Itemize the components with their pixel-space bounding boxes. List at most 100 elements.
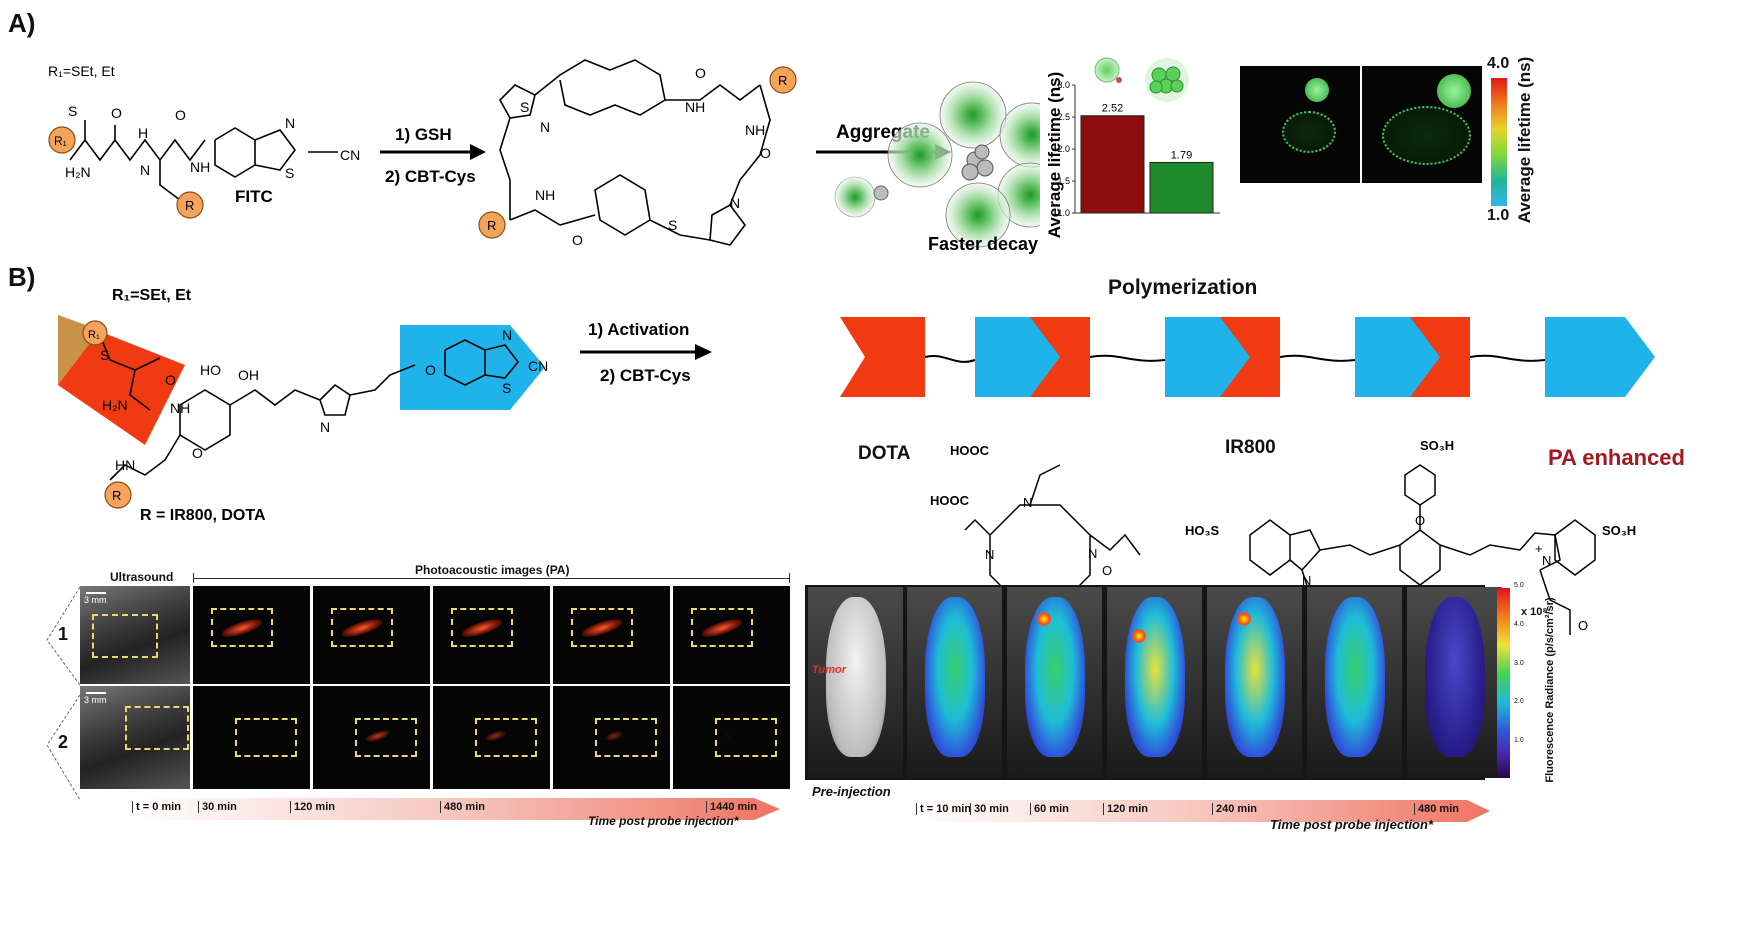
pa-image-r2-c3 (433, 686, 550, 789)
step-cbt-cys: 2) CBT-Cys (385, 167, 476, 186)
n-atom-m1: N (540, 119, 550, 135)
dota-n4: N (1088, 546, 1097, 561)
mouse-image-1 (808, 587, 903, 778)
fl-tick-label: 4.0 (1514, 621, 1524, 628)
fl-tick-label: 1.0 (1514, 737, 1524, 744)
pa-image-r2-c5 (673, 686, 790, 789)
row-1-label: 1 (58, 624, 69, 644)
r1-atom: R₁ (54, 134, 67, 148)
fl-time-label: 30 min (970, 803, 1009, 815)
pa-time-label: 30 min (198, 801, 237, 813)
ir800-o: O (1415, 513, 1425, 528)
fl-time-label: 60 min (1030, 803, 1069, 815)
n-atom: N (140, 162, 150, 178)
y-tick-label: 2.5 (1057, 112, 1070, 122)
pa-header-line (193, 578, 790, 579)
o-atom-m2: O (760, 145, 771, 161)
fl-time-label: 480 min (1414, 803, 1459, 815)
r-atom: R (185, 198, 194, 213)
flim-image-monomer (1240, 66, 1360, 183)
bar-value-label: 1.79 (1171, 149, 1192, 161)
nh-atom: NH (190, 159, 210, 175)
pa-time-arrow (130, 798, 780, 820)
oh-atom-b: OH (238, 367, 259, 383)
panel-a-label: A) (8, 8, 36, 38)
r-atom-b: R (112, 488, 121, 503)
colorbar-label: Average lifetime (ns) (1515, 56, 1534, 224)
pa-time-label: 480 min (440, 801, 485, 813)
fl-time-label: t = 10 min (916, 803, 971, 815)
polymer-chain (840, 317, 1655, 397)
fl-scale-label: Fluorescence Radiance (p/s/cm²/sr) (1544, 597, 1556, 783)
fl-tick-label: 5.0 (1514, 582, 1524, 589)
ir800-n1: N (1302, 573, 1311, 588)
fl-axis-label: Time post probe injection* (1270, 817, 1434, 832)
fitc-label: FITC (235, 187, 273, 206)
fl-time-arrow (915, 800, 1490, 822)
fl-tick-label: 3.0 (1514, 660, 1524, 667)
pa-image-r1-c4 (553, 586, 670, 684)
r-atom-m1: R (778, 73, 787, 88)
bar-icons (1094, 57, 1189, 102)
so3h-top: SO₃H (1420, 438, 1454, 453)
n-atom-triazole: N (320, 419, 330, 435)
ultrasound-label: Ultrasound (110, 570, 174, 584)
r-atom-m2: R (487, 218, 496, 233)
fl-time-label: 240 min (1212, 803, 1257, 815)
mouse-image-3 (1007, 587, 1102, 778)
s-atom-b-thz: S (502, 380, 511, 396)
ir800-label: IR800 (1225, 437, 1276, 458)
nh-h-atom: H (138, 125, 148, 141)
step-activation: 1) Activation (588, 320, 689, 339)
ho3s-ir: HO₃S (1185, 523, 1220, 538)
o-atom-m3: O (572, 232, 583, 248)
mouse-image-6 (1307, 587, 1402, 778)
n-atom-thz: N (285, 115, 295, 131)
pa-axis-label: Time post probe injection* (588, 814, 739, 828)
cn-atom: CN (340, 147, 360, 163)
y-tick-label: 1.0 (1057, 208, 1070, 218)
ir800-n2: N (1542, 553, 1551, 568)
lifetime-bar-chart: Average lifetime (ns) 1.0 1.5 2.0 2.5 3.0 2.… (1045, 72, 1220, 239)
mouse-image-5 (1207, 587, 1302, 778)
bar-value-label: 2.52 (1102, 103, 1123, 115)
ir800-o2: O (1578, 618, 1588, 633)
ultrasound-image-2: 3 mm (80, 686, 190, 789)
step-gsh: 1) GSH (395, 125, 452, 144)
pa-time-label: t = 0 min (132, 801, 181, 813)
tumor-label: Tumor (812, 664, 847, 676)
step-cbt-cys-b: 2) CBT-Cys (600, 366, 691, 385)
r1-def-a: R₁=SEt, Et (48, 63, 115, 79)
flim-image-aggregate (1362, 66, 1482, 183)
ultrasound-image-1: 3 mm (80, 586, 190, 684)
dota-n2: N (985, 547, 994, 562)
hn-atom-b: HN (115, 457, 135, 473)
s-atom-m2: S (668, 217, 677, 233)
mouse-image-7 (1407, 587, 1502, 778)
r-def-b: R = IR800, DOTA (140, 507, 266, 524)
h2n-atom: H₂N (65, 164, 91, 180)
colorbar-min: 1.0 (1487, 207, 1510, 224)
n-atom-b-thz: N (502, 327, 512, 343)
dota-n1: N (1023, 495, 1032, 510)
o-atom-b3: O (425, 362, 436, 378)
y-tick-label: 3.0 (1057, 80, 1070, 90)
pa-header-tick-right (789, 573, 790, 583)
colorbar-max: 4.0 (1487, 55, 1510, 72)
pa-time-label: 1440 min (706, 801, 757, 813)
r1-def-b: R₁=SEt, Et (112, 287, 192, 304)
pa-image-r1-c2 (313, 586, 430, 684)
fl-colorbar (1497, 588, 1510, 778)
hooc-1: HOOC (950, 443, 990, 458)
ho-atom-b: HO (200, 362, 221, 378)
r1-atom-b: R₁ (88, 329, 100, 341)
row-brackets (46, 586, 81, 801)
nh-atom-m3: NH (535, 187, 555, 203)
pa-image-r1-c5 (673, 586, 790, 684)
s-atom-thz: S (285, 165, 294, 181)
flim-colorbar (1491, 78, 1507, 206)
dota-label: DOTA (858, 443, 911, 464)
fl-time-label: 120 min (1103, 803, 1148, 815)
o-atom-m1: O (695, 65, 706, 81)
bar-chart-ylabel: Average lifetime (ns) (1045, 72, 1064, 239)
